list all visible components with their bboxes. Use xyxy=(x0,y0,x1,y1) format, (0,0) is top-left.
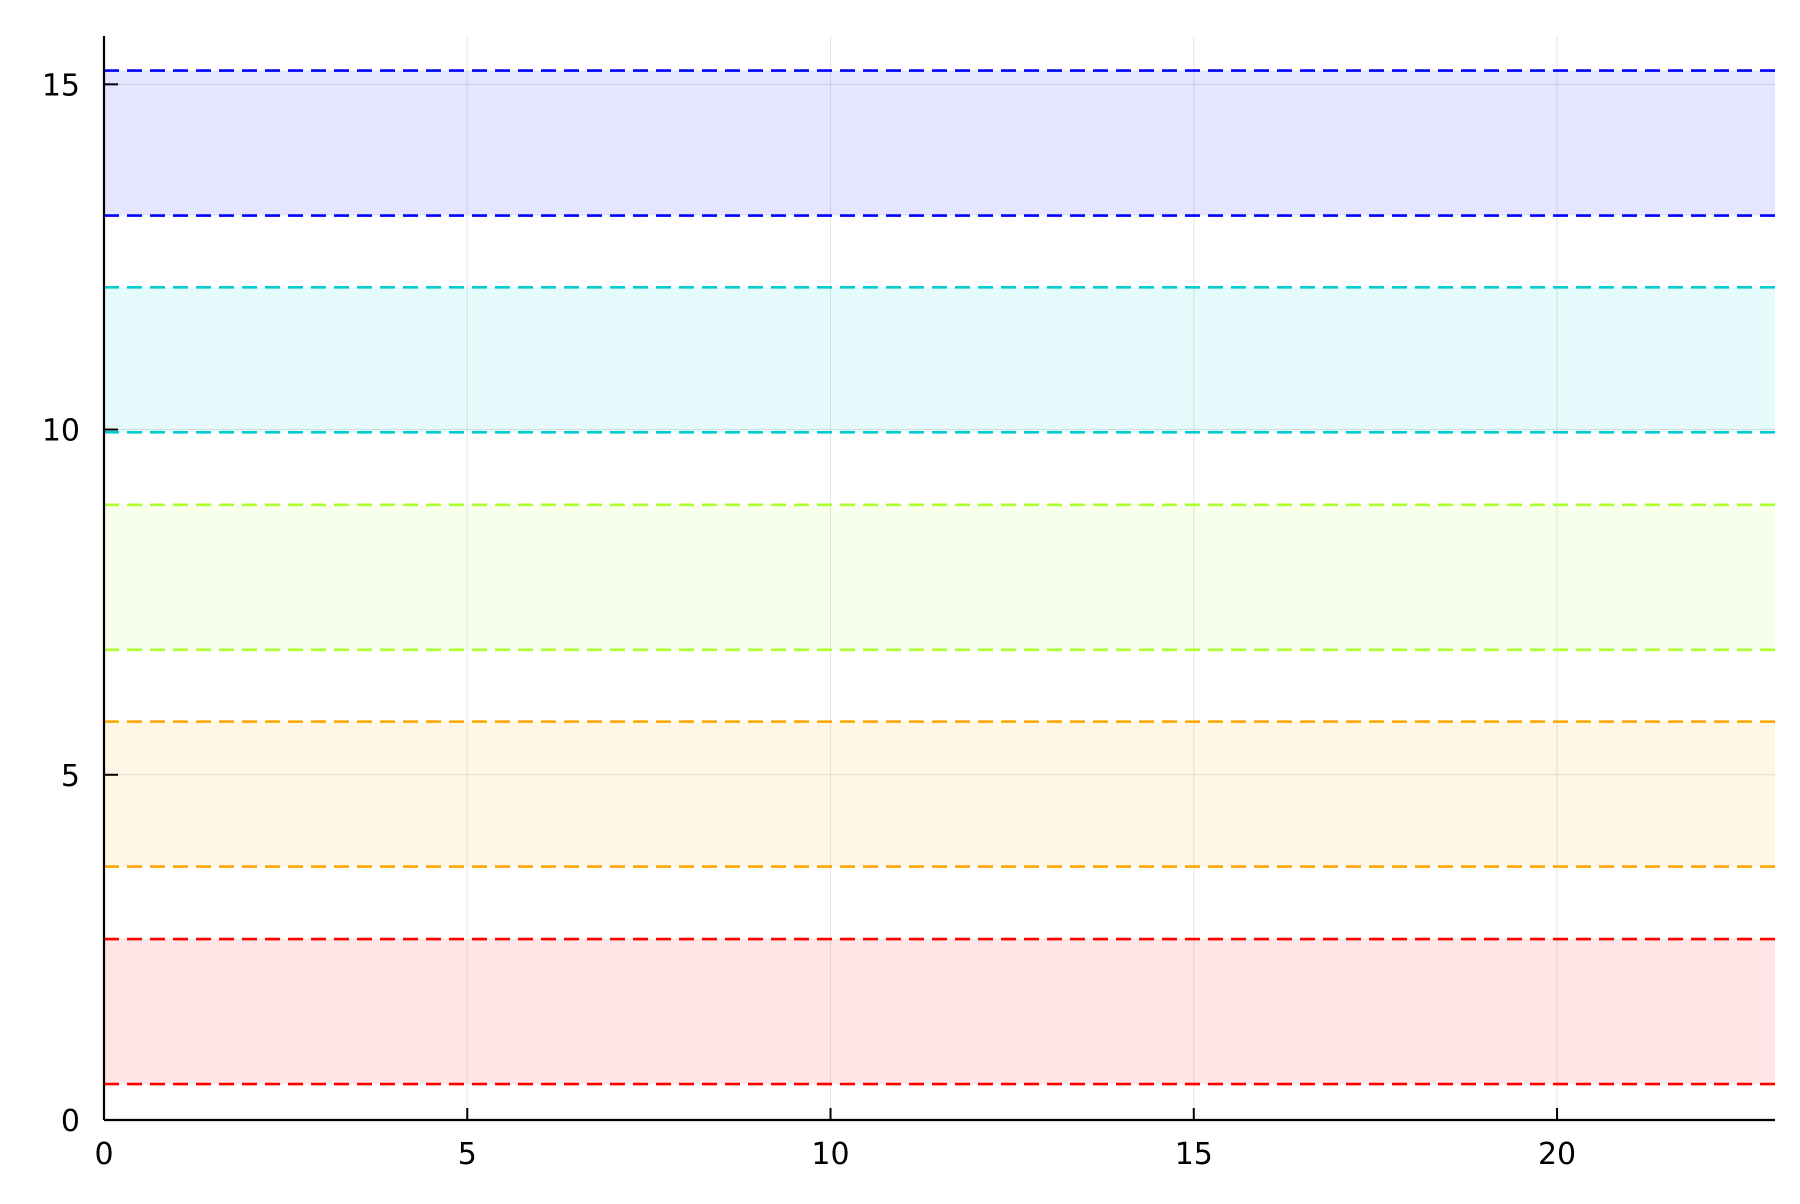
y-tick-label-1: 5 xyxy=(61,759,80,794)
x-tick-label-1: 5 xyxy=(458,1137,477,1172)
band-0 xyxy=(104,939,1775,1085)
band-4 xyxy=(104,70,1775,216)
x-tick-label-4: 20 xyxy=(1538,1137,1576,1172)
band-2 xyxy=(104,504,1775,650)
axes-layer xyxy=(102,36,1775,1122)
y-tick-label-2: 10 xyxy=(42,414,80,449)
tick-layer: 0 5 10 15 20 0 5 10 15 xyxy=(42,68,1576,1172)
band-layer xyxy=(104,70,1775,1085)
x-tick-label-3: 15 xyxy=(1175,1137,1213,1172)
y-tick-label-0: 0 xyxy=(61,1104,80,1139)
bound-line-layer xyxy=(104,69,1775,1086)
y-tick-label-3: 15 xyxy=(42,68,80,103)
x-tick-label-2: 10 xyxy=(811,1137,849,1172)
band-1 xyxy=(104,721,1775,867)
band-3 xyxy=(104,287,1775,433)
x-tick-label-0: 0 xyxy=(94,1137,113,1172)
